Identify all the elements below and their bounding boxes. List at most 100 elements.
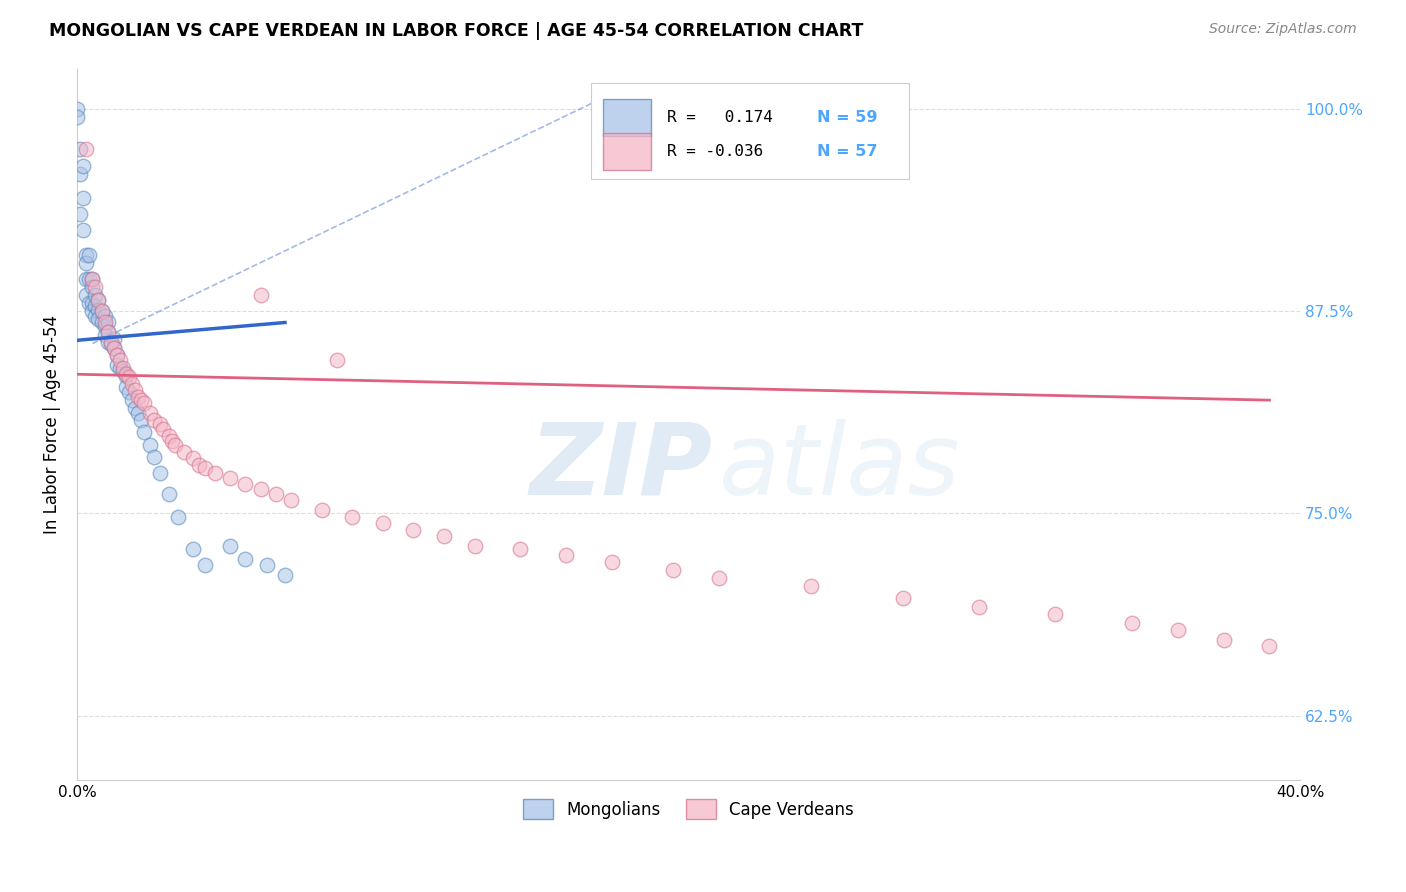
Point — [111, 364, 134, 378]
Point — [555, 549, 578, 563]
Point — [93, 328, 115, 343]
Point — [160, 434, 183, 448]
Point — [82, 272, 104, 286]
Point — [69, 167, 91, 181]
Point — [127, 406, 149, 420]
Point — [93, 309, 115, 323]
Point — [84, 299, 107, 313]
Point — [600, 555, 623, 569]
Point — [90, 316, 112, 330]
Point — [82, 272, 104, 286]
Point — [103, 332, 125, 346]
Point — [464, 539, 486, 553]
Point — [100, 336, 122, 351]
Point — [97, 316, 120, 330]
Point — [79, 247, 101, 261]
Point — [264, 487, 287, 501]
Point — [105, 358, 128, 372]
Point — [509, 541, 531, 556]
Point — [90, 304, 112, 318]
FancyBboxPatch shape — [603, 133, 651, 169]
Point — [342, 509, 364, 524]
Point — [139, 438, 162, 452]
Point — [75, 247, 97, 261]
Text: R =   0.174: R = 0.174 — [666, 110, 772, 125]
Point — [118, 385, 141, 400]
Point — [87, 312, 110, 326]
Point — [142, 412, 165, 426]
Point — [103, 342, 125, 356]
Point — [204, 466, 226, 480]
Point — [433, 529, 456, 543]
Point — [280, 493, 302, 508]
Point — [103, 342, 125, 356]
Point — [1212, 632, 1234, 647]
Point — [87, 293, 110, 307]
Text: ZIP: ZIP — [530, 418, 713, 516]
Point — [152, 422, 174, 436]
Point — [118, 370, 141, 384]
Point — [274, 567, 297, 582]
Point — [69, 142, 91, 156]
FancyBboxPatch shape — [603, 99, 651, 136]
Point — [75, 255, 97, 269]
Point — [115, 368, 138, 383]
Point — [66, 102, 89, 116]
Point — [967, 600, 990, 615]
Point — [134, 396, 156, 410]
Point — [157, 428, 180, 442]
Point — [1121, 616, 1143, 631]
Point — [181, 541, 204, 556]
Point — [82, 280, 104, 294]
Point — [97, 325, 120, 339]
Point — [108, 352, 131, 367]
Point — [115, 368, 138, 382]
Point — [111, 360, 134, 375]
Point — [66, 110, 89, 124]
Point — [233, 551, 256, 566]
Point — [79, 272, 101, 286]
Point — [173, 445, 195, 459]
Point — [75, 288, 97, 302]
Point — [249, 482, 271, 496]
FancyBboxPatch shape — [591, 83, 908, 178]
Y-axis label: In Labor Force | Age 45-54: In Labor Force | Age 45-54 — [44, 315, 60, 534]
Point — [97, 325, 120, 339]
Point — [108, 360, 131, 375]
Point — [105, 348, 128, 362]
Point — [69, 207, 91, 221]
Point — [233, 477, 256, 491]
Point — [121, 376, 143, 391]
Point — [1045, 607, 1067, 621]
Text: N = 57: N = 57 — [817, 144, 877, 159]
Point — [194, 461, 217, 475]
Point — [311, 503, 333, 517]
Point — [181, 451, 204, 466]
Text: MONGOLIAN VS CAPE VERDEAN IN LABOR FORCE | AGE 45-54 CORRELATION CHART: MONGOLIAN VS CAPE VERDEAN IN LABOR FORCE… — [49, 22, 863, 40]
Point — [93, 316, 115, 330]
Point — [124, 384, 146, 398]
Point — [139, 406, 162, 420]
Point — [707, 571, 730, 585]
Text: N = 59: N = 59 — [817, 110, 877, 125]
Point — [149, 466, 172, 480]
Point — [219, 539, 242, 553]
Point — [121, 393, 143, 408]
Point — [129, 412, 152, 426]
Point — [72, 223, 94, 237]
Point — [326, 352, 349, 367]
Point — [84, 280, 107, 294]
Point — [188, 458, 211, 472]
Point — [194, 558, 217, 573]
Point — [249, 288, 271, 302]
Point — [79, 296, 101, 310]
Point — [90, 304, 112, 318]
Point — [75, 272, 97, 286]
Point — [87, 293, 110, 307]
Text: Source: ZipAtlas.com: Source: ZipAtlas.com — [1209, 22, 1357, 37]
Point — [142, 450, 165, 464]
Point — [157, 487, 180, 501]
Point — [72, 191, 94, 205]
Point — [662, 563, 685, 577]
Point — [402, 523, 425, 537]
